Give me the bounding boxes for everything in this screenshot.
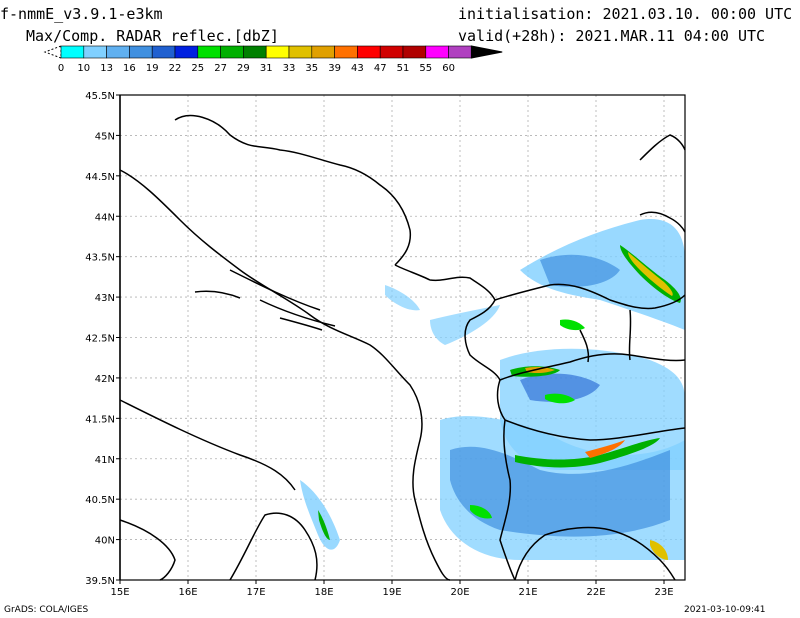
colorbar-swatch (311, 45, 335, 59)
lon-label: 20E (450, 587, 469, 598)
colorbar-swatch (197, 45, 221, 59)
colorbar-label: 47 (374, 63, 387, 74)
colorbar-label: 16 (123, 63, 136, 74)
lat-label: 42N (95, 374, 115, 385)
colorbar-label: 19 (146, 63, 159, 74)
colorbar-label: 22 (169, 63, 182, 74)
colorbar-label: 0 (58, 63, 64, 74)
lat-label: 40.5N (85, 495, 115, 506)
colorbar-swatch (129, 45, 153, 59)
colorbar-swatch (60, 45, 85, 59)
field-name: Max/Comp. RADAR reflec.[dbZ] (26, 27, 279, 45)
colorbar-high-arrow (470, 45, 503, 59)
colorbar-label: 55 (419, 63, 432, 74)
colorbar-swatch (106, 45, 130, 59)
colorbar-swatch (288, 45, 313, 59)
colorbar-legend: 0 10 13 16 19 22 25 27 29 31 33 35 39 43 47 51 55 60 (43, 45, 503, 74)
colorbar-swatch (334, 45, 358, 59)
colorbar-swatch (151, 45, 176, 59)
model-name: f-nmmE_v3.9.1-e3km (0, 5, 163, 23)
map-frame: 45.5N 45N 44.5N 44N 43.5N 43N 42.5N 42N 41.5N 41N… (85, 91, 686, 598)
colorbar-label: 27 (214, 63, 227, 74)
colorbar-swatch (402, 45, 427, 59)
colorbar-swatch (265, 45, 290, 59)
lon-label: 17E (246, 587, 265, 598)
init-time: initialisation: 2021.03.10. 00:00 UTC (458, 5, 793, 23)
lat-label: 43.5N (85, 253, 115, 264)
footer-credit: GrADS: COLA/IGES (4, 605, 89, 615)
colorbar-label: 29 (237, 63, 250, 74)
colorbar-swatch (243, 45, 267, 59)
colorbar-label: 25 (191, 63, 204, 74)
radar-echoes (300, 219, 685, 560)
valid-time: valid(+28h): 2021.MAR.11 04:00 UTC (458, 27, 766, 45)
colorbar-label: 39 (328, 63, 341, 74)
colorbar-swatch (357, 45, 381, 59)
lon-label: 19E (382, 587, 401, 598)
axis-ticks: 45.5N 45N 44.5N 44N 43.5N 43N 42.5N 42N 41.5N 41N… (85, 91, 673, 598)
colorbar-swatch (83, 45, 107, 59)
colorbar-swatch (425, 45, 449, 59)
lat-label: 45.5N (85, 91, 115, 102)
colorbar-label: 31 (260, 63, 273, 74)
colorbar-label: 13 (100, 63, 113, 74)
colorbar-swatch (379, 45, 404, 59)
colorbar-swatch (220, 45, 244, 59)
lat-label: 45N (95, 131, 115, 142)
lon-label: 16E (178, 587, 197, 598)
colorbar-low-arrow (43, 45, 62, 59)
lon-label: 22E (586, 587, 605, 598)
colorbar-label: 51 (397, 63, 410, 74)
lon-label: 18E (314, 587, 333, 598)
colorbar-label: 43 (351, 63, 364, 74)
lat-label: 41.5N (85, 414, 115, 425)
colorbar-label: 35 (305, 63, 318, 74)
colorbar-swatch (174, 45, 199, 59)
lat-label: 40N (95, 536, 115, 547)
colorbar-label: 33 (283, 63, 296, 74)
lat-label: 44.5N (85, 172, 115, 183)
lat-label: 39.5N (85, 576, 115, 587)
lon-label: 21E (518, 587, 537, 598)
lat-label: 43N (95, 293, 115, 304)
lat-label: 42.5N (85, 334, 115, 345)
lon-label: 15E (110, 587, 129, 598)
lat-label: 44N (95, 212, 115, 223)
lon-label: 23E (654, 587, 673, 598)
colorbar-label: 60 (442, 63, 455, 74)
lat-label: 41N (95, 455, 115, 466)
footer-timestamp: 2021-03-10-09:41 (684, 605, 766, 615)
colorbar-swatch (448, 45, 472, 59)
colorbar-label: 10 (77, 63, 90, 74)
